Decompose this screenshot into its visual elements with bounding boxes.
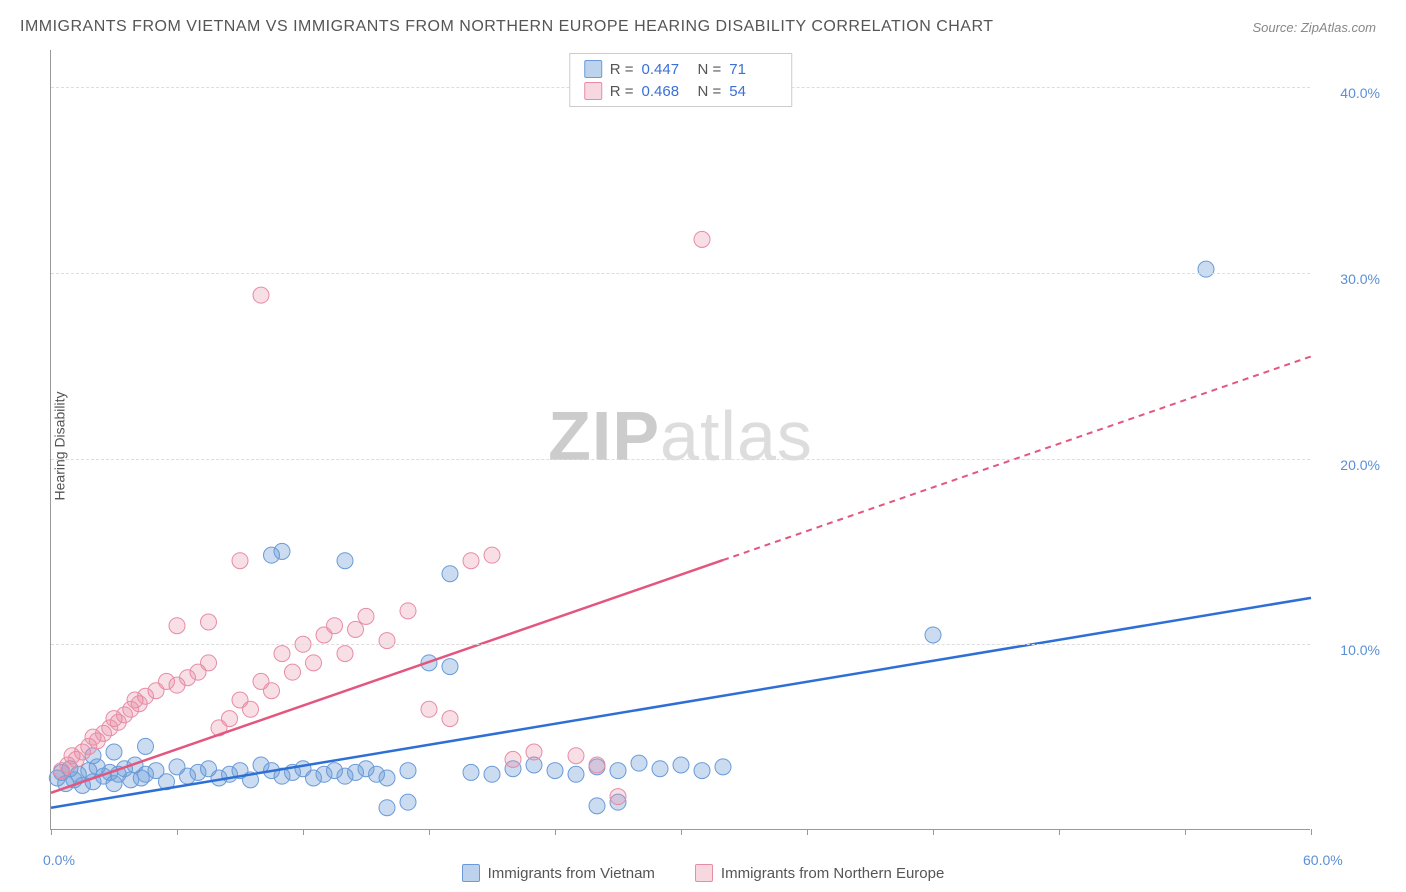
square-icon — [584, 60, 602, 78]
scatter-point — [715, 759, 731, 775]
gridline — [51, 273, 1310, 274]
scatter-point — [232, 553, 248, 569]
scatter-point — [243, 701, 259, 717]
x-tick — [429, 829, 430, 835]
scatter-point — [201, 655, 217, 671]
scatter-point — [138, 738, 154, 754]
scatter-point — [610, 789, 626, 805]
scatter-point — [589, 798, 605, 814]
scatter-point — [348, 621, 364, 637]
scatter-point — [694, 231, 710, 247]
x-tick — [933, 829, 934, 835]
scatter-point — [463, 553, 479, 569]
scatter-point — [379, 800, 395, 816]
trend-line — [51, 560, 723, 793]
scatter-point — [589, 757, 605, 773]
scatter-point — [463, 764, 479, 780]
scatter-point — [222, 711, 238, 727]
source-label: Source: ZipAtlas.com — [1252, 20, 1376, 35]
scatter-point — [442, 566, 458, 582]
scatter-point — [421, 701, 437, 717]
scatter-point — [327, 618, 343, 634]
x-tick — [177, 829, 178, 835]
square-icon — [462, 864, 480, 882]
legend-item-neurope: Immigrants from Northern Europe — [695, 864, 944, 882]
x-tick — [51, 829, 52, 835]
chart-title: IMMIGRANTS FROM VIETNAM VS IMMIGRANTS FR… — [20, 18, 994, 36]
scatter-point — [442, 711, 458, 727]
gridline — [51, 644, 1310, 645]
x-tick — [555, 829, 556, 835]
scatter-point — [358, 608, 374, 624]
legend-item-vietnam: Immigrants from Vietnam — [462, 864, 655, 882]
scatter-point — [400, 603, 416, 619]
x-tick — [1059, 829, 1060, 835]
y-tick-label: 10.0% — [1340, 642, 1380, 658]
legend-row-vietnam: R = 0.447 N = 71 — [584, 58, 778, 80]
scatter-point — [631, 755, 647, 771]
scatter-point — [484, 766, 500, 782]
scatter-point — [306, 655, 322, 671]
legend-stats: R = 0.447 N = 71 R = 0.468 N = 54 — [569, 53, 793, 107]
scatter-point — [274, 646, 290, 662]
scatter-point — [568, 748, 584, 764]
scatter-point — [264, 547, 280, 563]
legend-bottom: Immigrants from Vietnam Immigrants from … — [0, 864, 1406, 882]
scatter-point — [484, 547, 500, 563]
x-tick — [303, 829, 304, 835]
scatter-point — [925, 627, 941, 643]
scatter-point — [505, 751, 521, 767]
scatter-point — [547, 763, 563, 779]
square-icon — [584, 82, 602, 100]
scatter-point — [568, 766, 584, 782]
y-tick-label: 40.0% — [1340, 85, 1380, 101]
scatter-point — [201, 614, 217, 630]
y-tick-label: 20.0% — [1340, 457, 1380, 473]
scatter-point — [1198, 261, 1214, 277]
scatter-point — [253, 287, 269, 303]
scatter-point — [106, 744, 122, 760]
x-tick — [1311, 829, 1312, 835]
scatter-point — [379, 633, 395, 649]
scatter-point — [610, 763, 626, 779]
x-tick — [681, 829, 682, 835]
scatter-point — [169, 618, 185, 634]
scatter-point — [442, 659, 458, 675]
scatter-point — [400, 763, 416, 779]
scatter-point — [379, 770, 395, 786]
scatter-point — [526, 744, 542, 760]
scatter-point — [264, 683, 280, 699]
y-tick-label: 30.0% — [1340, 271, 1380, 287]
legend-row-neurope: R = 0.468 N = 54 — [584, 80, 778, 102]
scatter-point — [652, 761, 668, 777]
scatter-point — [337, 553, 353, 569]
gridline — [51, 459, 1310, 460]
x-tick — [807, 829, 808, 835]
x-tick — [1185, 829, 1186, 835]
scatter-point — [337, 646, 353, 662]
plot-area: ZIPatlas R = 0.447 N = 71 R = 0.468 N = … — [50, 50, 1310, 830]
square-icon — [695, 864, 713, 882]
scatter-svg — [51, 50, 1311, 830]
scatter-point — [694, 763, 710, 779]
scatter-point — [285, 664, 301, 680]
scatter-point — [400, 794, 416, 810]
scatter-point — [673, 757, 689, 773]
